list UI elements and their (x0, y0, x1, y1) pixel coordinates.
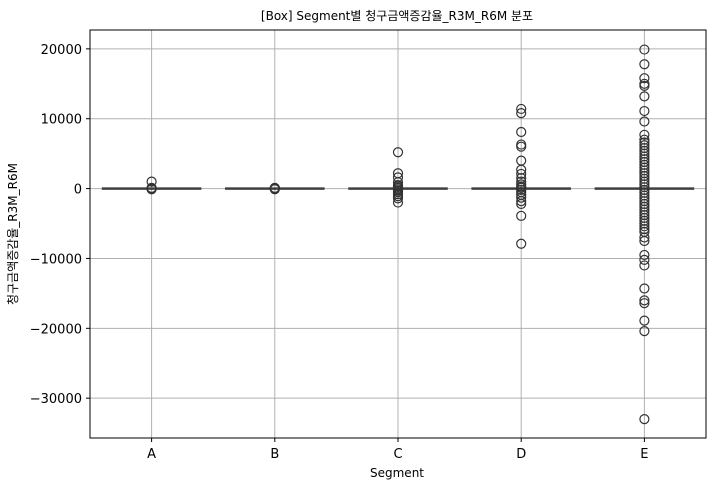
outlier-point-E (639, 260, 650, 271)
outlier-point-D (516, 126, 527, 138)
x-tick-label-D: D (516, 447, 526, 462)
outlier-point-E (639, 129, 650, 140)
outlier-point-E (639, 165, 650, 176)
outlier-point-C (392, 177, 404, 188)
y-axis-label: 청구금액증감율_R3M_R6M (6, 163, 20, 305)
outlier-point-C (392, 193, 404, 204)
outlier-point-E (639, 198, 650, 210)
outlier-point-E (639, 168, 650, 179)
outlier-point-E (639, 201, 650, 212)
outlier-point-D (516, 108, 527, 119)
x-tick-label-B: B (270, 447, 279, 462)
outlier-point-E (639, 207, 650, 218)
x-tick-label-E: E (640, 447, 648, 462)
outlier-point-E (639, 204, 650, 215)
outlier-point-D (516, 196, 527, 207)
outlier-point-E (639, 235, 650, 247)
outlier-point-D (516, 164, 527, 175)
outlier-point-D (516, 198, 527, 210)
outlier-point-E (639, 145, 650, 156)
outlier-point-E (639, 176, 650, 187)
y-tick-label: 10000 (41, 113, 82, 128)
outlier-point-E (639, 249, 650, 261)
outlier-point-E (639, 190, 650, 201)
x-tick-label-A: A (147, 447, 156, 462)
outlier-point-E (639, 221, 650, 232)
outlier-point-E (639, 156, 650, 168)
outlier-point-E (639, 134, 650, 145)
axis-ticks: 20000 10000 0 −10000 −20000 −30000 A B C D E (30, 43, 649, 462)
outlier-point-E (639, 44, 650, 55)
outlier-point-E (639, 162, 650, 173)
outlier-point-E (639, 73, 650, 84)
chart-title: [Box] Segment별 청구금액증감율_R3M_R6M 분포 (261, 9, 533, 23)
outlier-point-E (639, 232, 650, 243)
outlier-point-E (639, 140, 650, 151)
outlier-point-E (639, 326, 650, 337)
outlier-point-D (516, 210, 527, 221)
outlier-point-C (392, 197, 404, 208)
outlier-point-E (639, 159, 650, 170)
y-tick-label: −10000 (30, 252, 82, 267)
outlier-point-E (639, 137, 650, 148)
outlier-point-E (639, 295, 650, 306)
outlier-point-E (639, 283, 650, 294)
grid-lines (90, 30, 706, 438)
outlier-point-D (516, 141, 527, 152)
outlier-point-E (639, 170, 650, 182)
outlier-point-D (516, 168, 527, 180)
outlier-point-A (146, 176, 157, 187)
outlier-point-E (639, 224, 650, 235)
outlier-point-E (639, 193, 650, 204)
y-tick-label: −30000 (30, 392, 82, 407)
x-tick-label-C: C (393, 447, 402, 462)
outlier-point-E (639, 298, 650, 309)
outlier-point-E (639, 59, 650, 70)
outlier-point-A (146, 182, 157, 193)
outlier-point-E (639, 218, 650, 229)
outlier-point-E (639, 105, 650, 117)
outlier-point-E (639, 80, 650, 91)
outlier-point-E (639, 254, 650, 265)
outlier-point-E (639, 116, 650, 127)
outlier-point-D (516, 103, 527, 115)
outlier-point-E (639, 148, 650, 159)
outlier-point-D (516, 173, 527, 184)
y-tick-label: 0 (74, 183, 82, 198)
outlier-point-E (639, 179, 650, 190)
outlier-point-D (516, 176, 527, 187)
outlier-point-C (392, 147, 404, 158)
outlier-point-E (639, 210, 650, 221)
outlier-point-E (639, 315, 650, 326)
outlier-point-E (639, 215, 650, 226)
outlier-point-E (639, 151, 650, 162)
outlier-point-B (269, 183, 280, 194)
outlier-point-E (639, 142, 650, 154)
outlier-point-E (639, 212, 650, 224)
outliers (146, 44, 650, 425)
outlier-point-E (639, 414, 650, 425)
y-tick-label: −20000 (30, 322, 82, 337)
outlier-point-E (639, 187, 650, 198)
outlier-point-E (639, 173, 650, 184)
outlier-point-E (639, 182, 650, 193)
x-axis-label: Segment (370, 466, 424, 480)
outlier-point-E (639, 196, 650, 207)
outlier-point-E (639, 91, 650, 102)
y-tick-label: 20000 (41, 43, 82, 58)
outlier-point-D (516, 192, 527, 203)
boxes (101, 187, 695, 191)
outlier-point-D (516, 238, 527, 249)
outlier-point-E (639, 154, 650, 165)
outlier-point-E (639, 184, 650, 196)
